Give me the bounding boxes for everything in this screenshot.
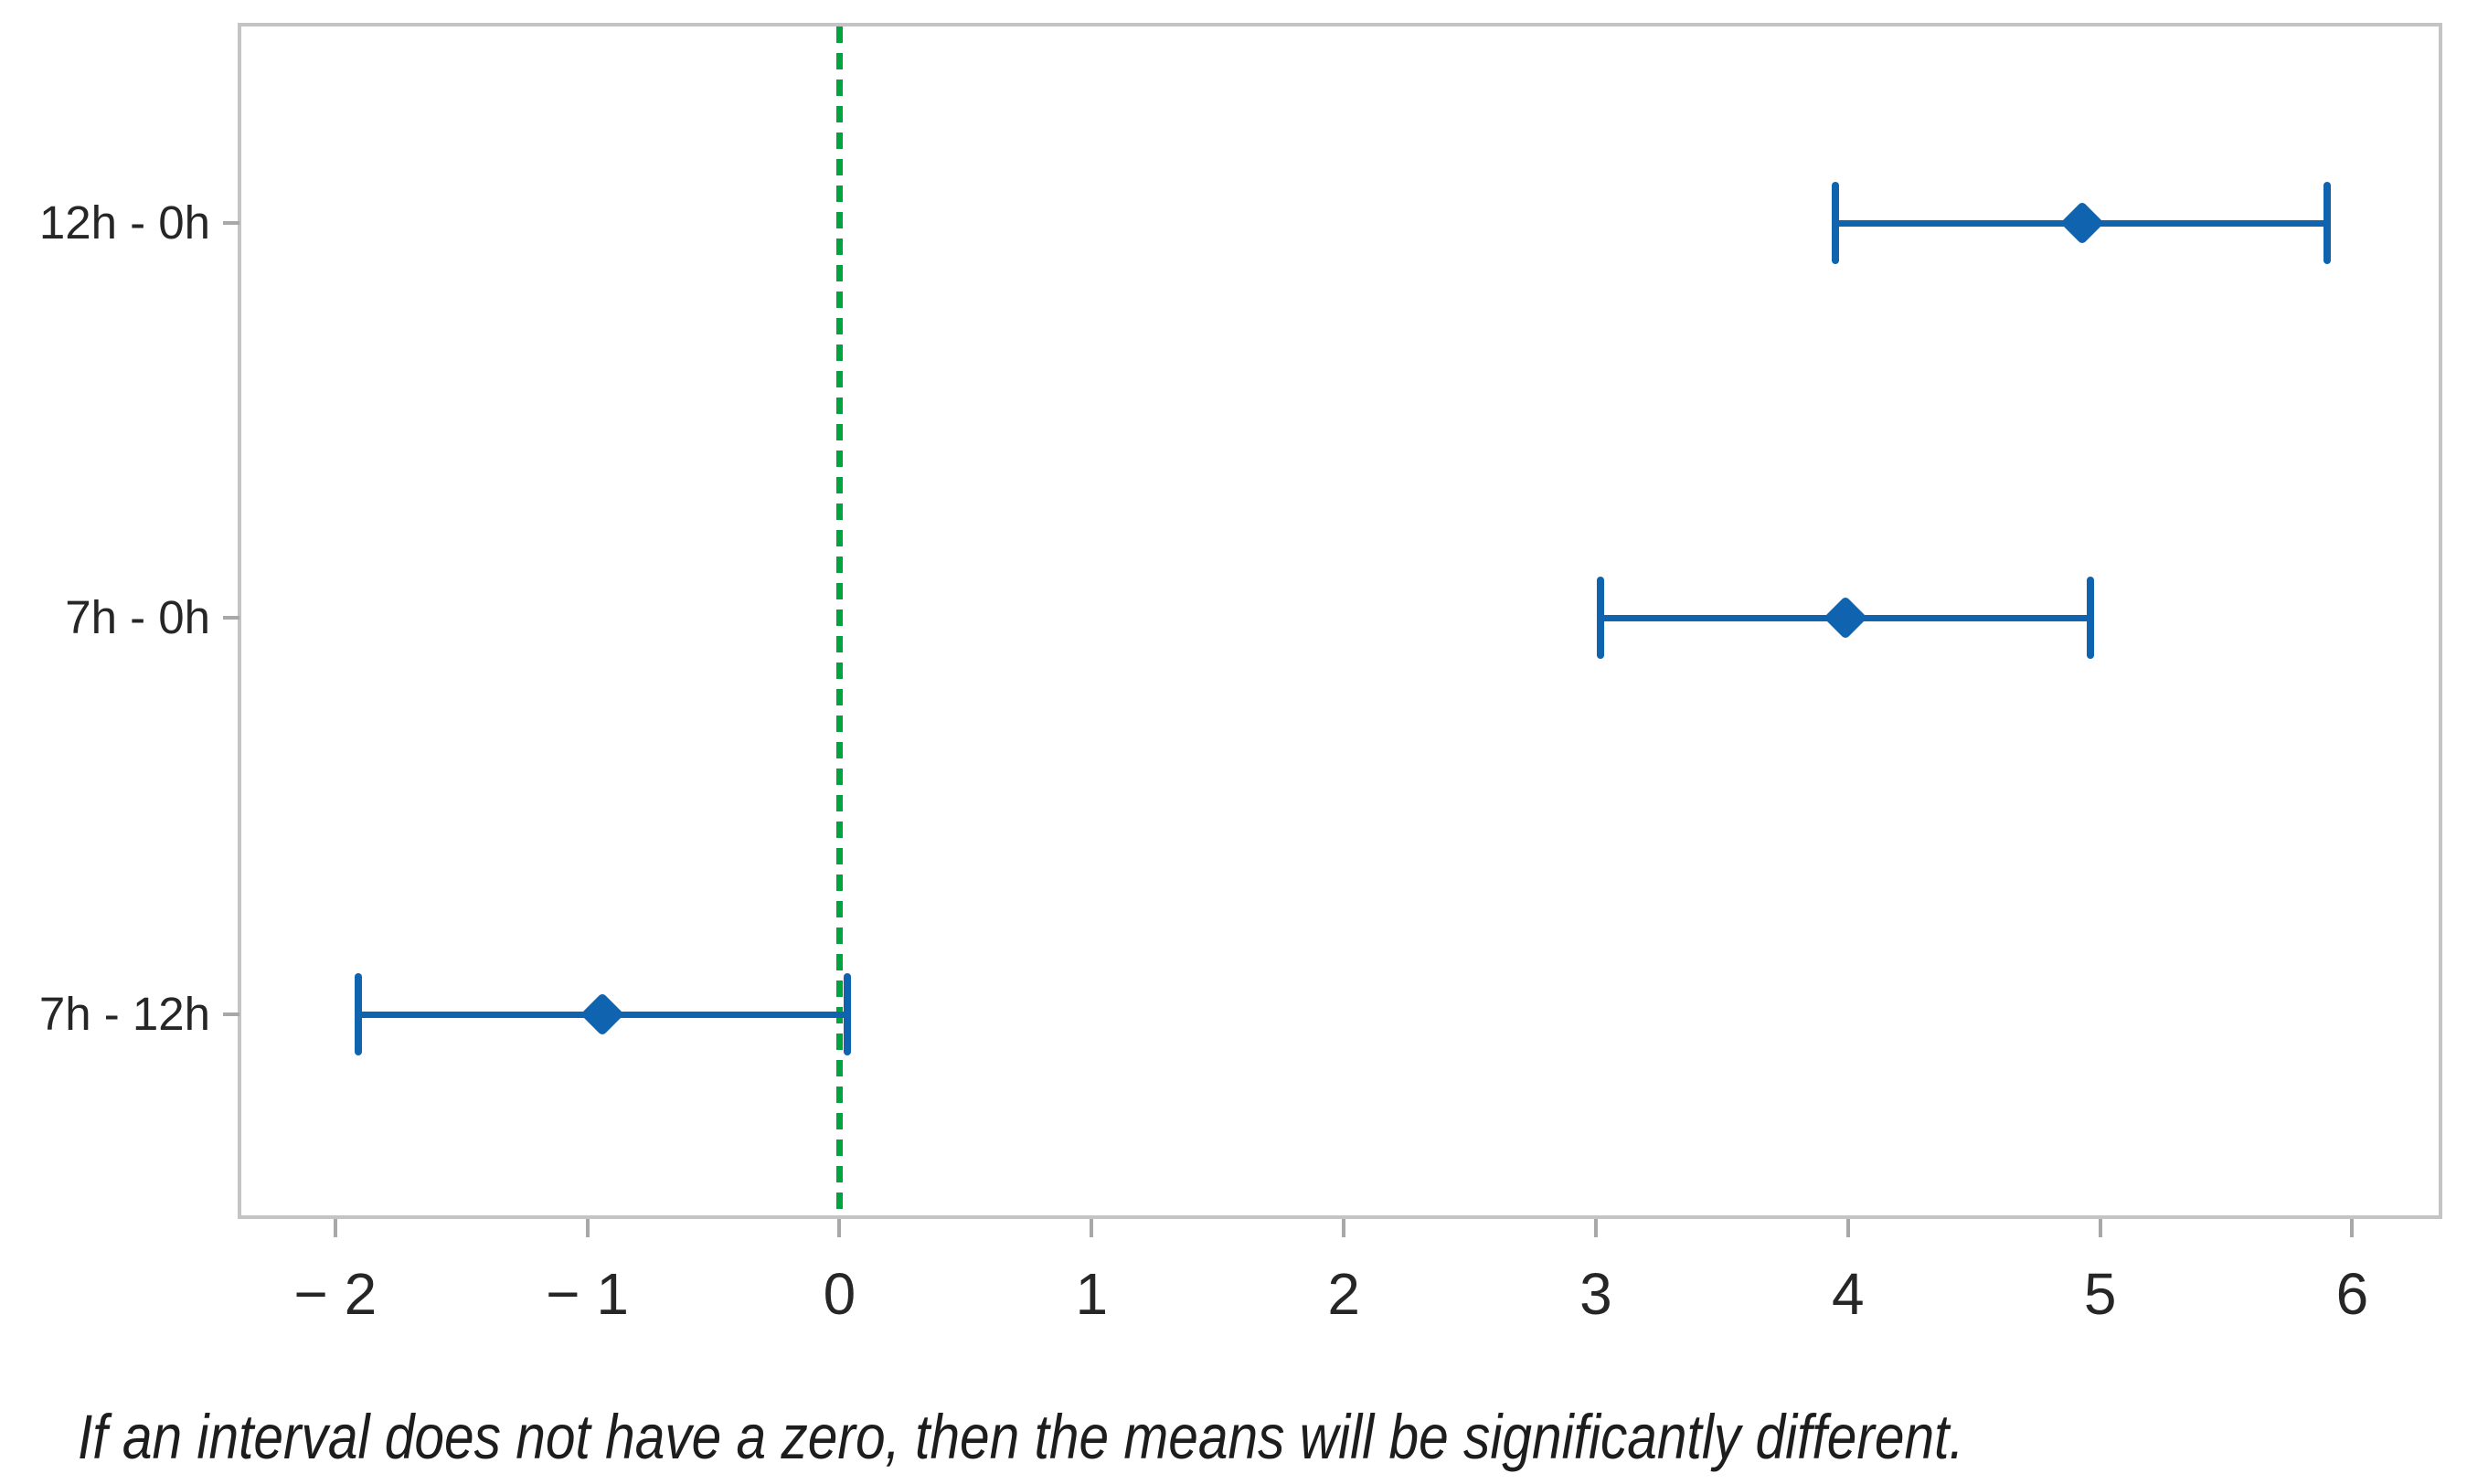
x-axis-tick <box>333 1219 337 1237</box>
plot-area-frame <box>238 23 2442 1219</box>
y-axis-label: 7h - 12h <box>38 988 210 1040</box>
x-axis-tick-label: 0 <box>823 1261 856 1327</box>
interval-cap-upper <box>2086 577 2094 659</box>
y-axis-label: 7h - 0h <box>65 591 210 643</box>
y-axis-label: 12h - 0h <box>38 196 210 249</box>
footnote-text: If an interval does not have a zero, the… <box>78 1402 1964 1472</box>
x-axis-tick <box>1342 1219 1346 1237</box>
interval-cap-upper <box>843 973 851 1055</box>
zero-reference-line <box>835 26 843 1215</box>
x-axis-tick-label: 2 <box>1327 1261 1360 1327</box>
x-axis-tick-label: 3 <box>1579 1261 1612 1327</box>
x-axis-tick <box>585 1219 590 1237</box>
x-axis-tick <box>1090 1219 1094 1237</box>
y-axis-tick <box>223 616 239 620</box>
x-axis-tick <box>1593 1219 1598 1237</box>
y-axis-tick <box>223 1012 239 1016</box>
interval-cap-lower <box>354 973 362 1055</box>
interval-cap-lower <box>1597 577 1605 659</box>
x-axis-tick <box>1845 1219 1850 1237</box>
interval-cap-lower <box>1832 182 1839 264</box>
x-axis-tick-label: 1 <box>1075 1261 1109 1327</box>
x-axis-tick-label: − 1 <box>546 1261 630 1327</box>
x-axis-tick <box>2350 1219 2355 1237</box>
y-axis-tick <box>223 221 239 225</box>
x-axis-tick-label: − 2 <box>293 1261 377 1327</box>
x-axis-tick-label: 5 <box>2083 1261 2117 1327</box>
interval-cap-upper <box>2323 182 2331 264</box>
x-axis-tick-label: 4 <box>1832 1261 1865 1327</box>
x-axis-tick <box>837 1219 842 1237</box>
x-axis-tick <box>2098 1219 2102 1237</box>
x-axis-tick-label: 6 <box>2335 1261 2369 1327</box>
